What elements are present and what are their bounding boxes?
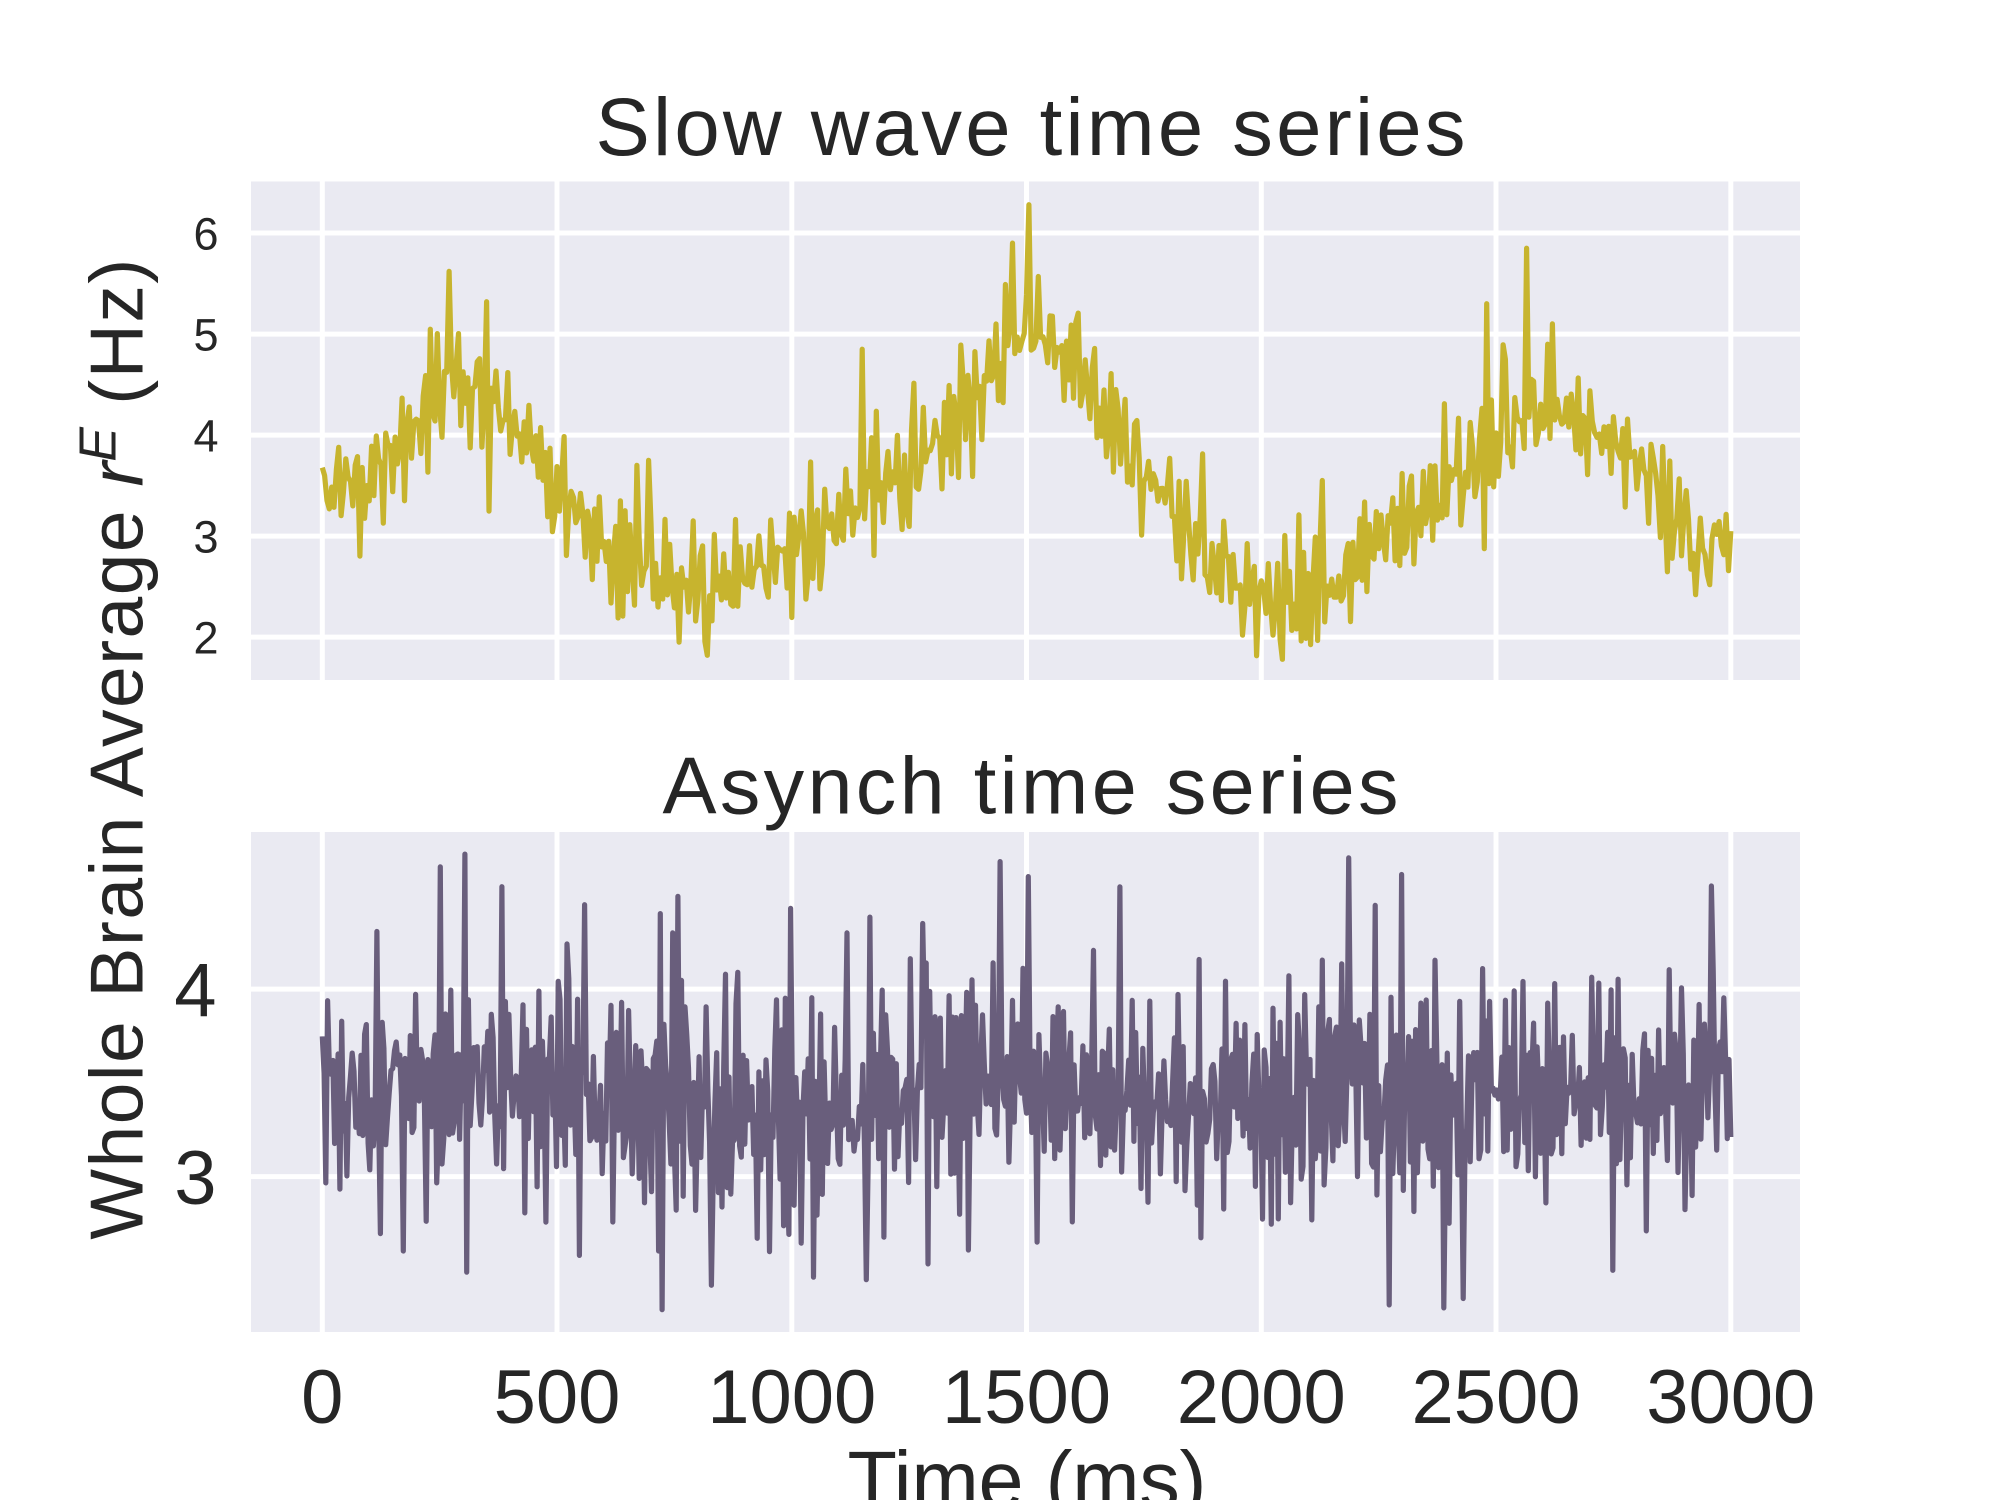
svg-text:2500: 2500 xyxy=(1411,1355,1580,1440)
svg-text:6: 6 xyxy=(193,209,218,260)
svg-text:0: 0 xyxy=(301,1355,343,1440)
svg-text:4: 4 xyxy=(174,949,216,1034)
svg-text:3: 3 xyxy=(174,1136,216,1221)
svg-text:1000: 1000 xyxy=(707,1355,876,1440)
svg-text:Time (ms): Time (ms) xyxy=(848,1436,1207,1501)
svg-text:500: 500 xyxy=(494,1355,621,1440)
svg-text:3: 3 xyxy=(193,512,218,563)
svg-text:5: 5 xyxy=(193,310,218,361)
svg-text:1500: 1500 xyxy=(942,1355,1111,1440)
svg-text:Asynch time series: Asynch time series xyxy=(663,742,1399,832)
svg-text:3000: 3000 xyxy=(1646,1355,1815,1440)
svg-text:Slow wave time series: Slow wave time series xyxy=(596,82,1466,173)
svg-text:4: 4 xyxy=(193,411,218,462)
svg-text:2: 2 xyxy=(193,613,218,664)
svg-text:Whole Brain Average rE (Hz): Whole Brain Average rE (Hz) xyxy=(70,257,159,1239)
svg-text:2000: 2000 xyxy=(1177,1355,1346,1440)
